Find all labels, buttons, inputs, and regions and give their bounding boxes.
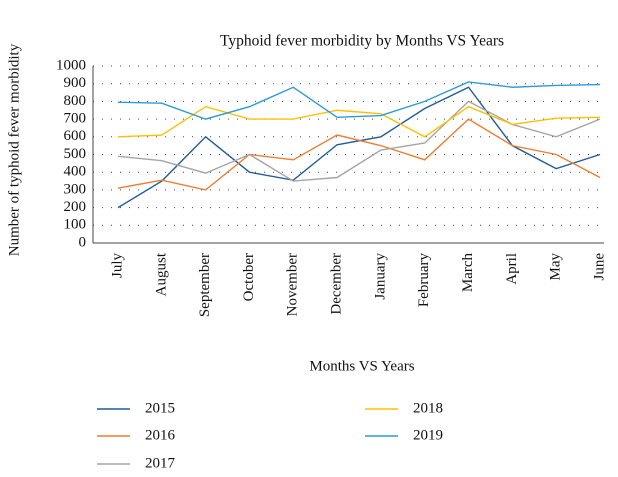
x-tick-label: November [285, 253, 301, 316]
line-series [117, 118, 601, 191]
line-series [117, 100, 601, 182]
y-tick-label: 1000 [56, 57, 86, 73]
y-tick-label: 400 [64, 164, 87, 180]
line-series [117, 81, 601, 120]
y-tick-label: 0 [79, 234, 87, 250]
y-tick-label: 700 [64, 111, 87, 127]
y-axis-label: Number of typhoid fever morbidity [6, 43, 22, 256]
x-tick-label: January [372, 253, 388, 300]
x-tick-label: December [329, 253, 345, 315]
y-tick-label: 100 [64, 217, 87, 233]
y-tick-label: 200 [64, 199, 87, 215]
x-tick-label: August [153, 252, 169, 296]
x-tick-label: July [109, 253, 125, 279]
x-tick-label: September [197, 253, 213, 317]
line-series [117, 105, 601, 138]
x-tick-label: June [591, 253, 607, 281]
legend-label: 2015 [145, 400, 175, 416]
x-axis-label: Months VS Years [309, 358, 414, 374]
legend-label: 2016 [145, 427, 176, 443]
y-tick-label: 600 [64, 128, 87, 144]
legend-label: 2018 [413, 400, 443, 416]
y-tick-label: 900 [64, 75, 87, 91]
y-tick-label: 300 [64, 181, 87, 197]
legend-label: 2017 [145, 455, 176, 471]
legend-label: 2019 [413, 427, 443, 443]
x-tick-label: October [241, 253, 257, 301]
y-tick-label: 800 [64, 93, 87, 109]
x-tick-label: April [504, 253, 520, 285]
line-series [117, 86, 601, 209]
y-tick-label: 500 [64, 146, 87, 162]
x-tick-label: February [416, 253, 432, 308]
x-tick-label: March [460, 253, 476, 293]
x-tick-label: May [548, 253, 564, 281]
chart-title: Typhoid fever morbidity by Months VS Yea… [220, 33, 504, 50]
